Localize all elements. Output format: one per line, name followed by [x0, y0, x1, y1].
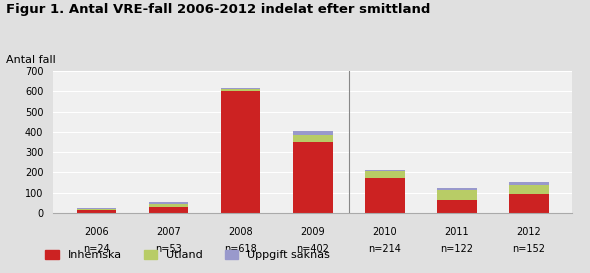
Text: n=214: n=214 [368, 244, 401, 254]
Bar [221, 91, 260, 213]
Text: 2010: 2010 [372, 227, 397, 237]
Text: n=53: n=53 [155, 244, 182, 254]
Bar [221, 88, 260, 89]
Text: 2006: 2006 [84, 227, 109, 237]
Bar [149, 202, 188, 204]
Bar [149, 207, 188, 213]
Bar [77, 210, 116, 213]
Text: 2008: 2008 [228, 227, 253, 237]
Bar [293, 135, 333, 142]
Bar [365, 170, 405, 171]
Text: n=402: n=402 [296, 244, 329, 254]
Bar [77, 209, 116, 210]
Bar [509, 182, 549, 185]
Bar [293, 142, 333, 213]
Text: n=122: n=122 [440, 244, 473, 254]
Text: n=24: n=24 [83, 244, 110, 254]
Text: 2012: 2012 [516, 227, 541, 237]
Bar [221, 89, 260, 91]
Text: 2011: 2011 [444, 227, 469, 237]
Text: 2009: 2009 [300, 227, 325, 237]
Bar [509, 194, 549, 213]
Bar [365, 179, 405, 213]
Bar [437, 188, 477, 190]
Bar [293, 131, 333, 135]
Bar [365, 171, 405, 179]
Legend: Inhemska, Utland, Uppgift saknas: Inhemska, Utland, Uppgift saknas [41, 245, 335, 265]
Bar [437, 200, 477, 213]
Text: 2007: 2007 [156, 227, 181, 237]
Bar [149, 204, 188, 207]
Text: Antal fall: Antal fall [6, 55, 55, 65]
Text: Figur 1. Antal VRE-fall 2006-2012 indelat efter smittland: Figur 1. Antal VRE-fall 2006-2012 indela… [6, 3, 430, 16]
Bar [437, 190, 477, 200]
Bar [77, 208, 116, 209]
Bar [509, 185, 549, 194]
Text: n=152: n=152 [512, 244, 545, 254]
Text: n=618: n=618 [224, 244, 257, 254]
